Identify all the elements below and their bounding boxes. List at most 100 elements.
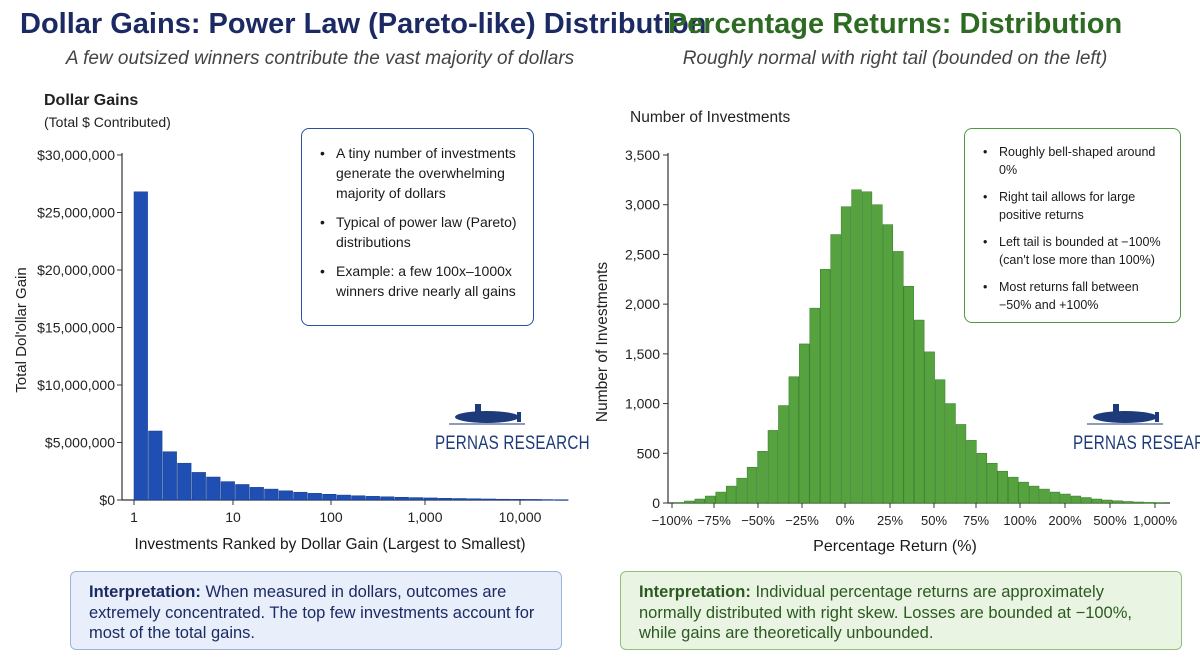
bar bbox=[788, 376, 800, 504]
x-tick-label: 100 bbox=[319, 509, 343, 525]
x-tick-label: 10,000 bbox=[499, 509, 542, 525]
bar bbox=[235, 484, 250, 501]
left-interpretation-box: Interpretation: When measured in dollars… bbox=[70, 571, 562, 650]
x-tick-label: 0% bbox=[836, 513, 855, 528]
y-tick-label: $15,000,000 bbox=[37, 320, 115, 336]
bar bbox=[322, 494, 337, 501]
right-note-item: Most returns fall between −50% and +100% bbox=[981, 278, 1166, 314]
bar bbox=[278, 490, 293, 501]
bar bbox=[882, 224, 894, 504]
bar bbox=[1018, 481, 1029, 504]
bar bbox=[945, 403, 956, 504]
bar bbox=[830, 234, 841, 504]
y-tick-label: 500 bbox=[637, 445, 661, 461]
bar bbox=[467, 498, 482, 501]
x-tick-label: 1 bbox=[130, 509, 138, 525]
bar bbox=[684, 500, 695, 504]
y-tick-label: 2,500 bbox=[625, 246, 660, 262]
x-tick-label: 50% bbox=[921, 513, 947, 528]
left-interp-label: Interpretation: bbox=[89, 583, 201, 601]
bar bbox=[452, 498, 467, 501]
left-xlabel: Investments Ranked by Dollar Gain (Large… bbox=[134, 536, 526, 553]
bar bbox=[997, 470, 1008, 504]
right-ylabel-top: Number of Investments bbox=[630, 109, 791, 126]
bar bbox=[496, 498, 511, 501]
bar bbox=[525, 499, 540, 501]
x-tick-label: 100% bbox=[1003, 513, 1037, 528]
y-tick-label: $0 bbox=[99, 492, 115, 508]
bar bbox=[1008, 476, 1019, 504]
y-axis-title: Number of Investments bbox=[594, 262, 611, 422]
bar bbox=[1112, 500, 1123, 504]
y-tick-label: $25,000,000 bbox=[37, 205, 115, 221]
y-tick-label: 3,000 bbox=[625, 197, 660, 213]
bar bbox=[987, 462, 998, 504]
y-tick-label: $10,000,000 bbox=[37, 377, 115, 393]
right-note-item: Right tail allows for large positive ret… bbox=[981, 188, 1166, 224]
bar bbox=[365, 496, 380, 501]
bar bbox=[249, 487, 264, 501]
x-tick-label: −50% bbox=[741, 513, 775, 528]
y-tick-label: $30,000,000 bbox=[37, 147, 115, 163]
bar bbox=[725, 485, 737, 504]
bar bbox=[539, 499, 554, 501]
bar bbox=[264, 488, 279, 501]
bar bbox=[1081, 497, 1092, 504]
bar bbox=[736, 477, 747, 504]
x-tick-label: 25% bbox=[877, 513, 903, 528]
bar bbox=[423, 497, 438, 501]
bar bbox=[1060, 493, 1071, 504]
y-tick-label: 0 bbox=[652, 495, 660, 511]
right-notes-list: Roughly bell-shaped around 0% Right tail… bbox=[981, 143, 1166, 314]
bar bbox=[191, 472, 206, 501]
right-interp-text: Individual percentage returns are approx… bbox=[639, 583, 1132, 642]
submarine-icon bbox=[449, 404, 525, 425]
bar bbox=[872, 204, 883, 504]
bar bbox=[746, 466, 758, 504]
bar bbox=[914, 319, 925, 504]
bar bbox=[438, 498, 453, 501]
x-tick-label: −75% bbox=[697, 513, 731, 528]
left-chart: $0 $5,000,000 $10,000,000 $15,000,000 $20,00… bbox=[13, 147, 569, 525]
bar bbox=[924, 351, 935, 504]
bar bbox=[220, 481, 235, 501]
bar bbox=[767, 430, 779, 504]
bar bbox=[809, 307, 820, 504]
x-tick-label: 1,000 bbox=[407, 509, 442, 525]
bar bbox=[1133, 501, 1144, 504]
right-interpretation-box: Interpretation: Individual percentage re… bbox=[620, 571, 1182, 650]
bar bbox=[380, 496, 395, 501]
y-axis-title: Total Dol'ollar Gain bbox=[13, 267, 30, 392]
right-title: Percentage Returns: Distribution bbox=[667, 8, 1123, 40]
left-note-item: Typical of power law (Pareto) distributi… bbox=[318, 212, 519, 252]
left-ylabel-top-line2: (Total $ Contributed) bbox=[44, 114, 171, 130]
right-note-item: Left tail is bounded at −100% (can't los… bbox=[981, 233, 1166, 269]
y-tick-label: 1,500 bbox=[625, 346, 660, 362]
bar bbox=[1154, 502, 1165, 504]
y-tick-label: 3,500 bbox=[625, 147, 660, 163]
x-tick-label: 1,000% bbox=[1133, 513, 1178, 528]
bar bbox=[851, 189, 862, 504]
y-tick-label: 1,000 bbox=[625, 396, 660, 412]
bar bbox=[1122, 501, 1134, 504]
y-tick-label: 2,000 bbox=[625, 296, 660, 312]
bar bbox=[1091, 498, 1102, 504]
bar bbox=[934, 379, 946, 504]
right-subtitle: Roughly normal with right tail (bounded … bbox=[682, 48, 1108, 69]
right-brand-text: PERNAS RESEARCH bbox=[1073, 433, 1200, 454]
bar bbox=[336, 494, 351, 501]
x-tick-label: 500% bbox=[1093, 513, 1127, 528]
right-interp-label: Interpretation: bbox=[639, 583, 751, 601]
bar bbox=[133, 191, 148, 501]
left-notes-box: A tiny number of investments generate th… bbox=[301, 128, 534, 326]
bar bbox=[757, 451, 768, 504]
bar bbox=[162, 451, 177, 501]
x-tick-label: −25% bbox=[785, 513, 819, 528]
left-note-item: Example: a few 100x–1000x winners drive … bbox=[318, 261, 519, 301]
bar bbox=[1143, 502, 1155, 504]
bar bbox=[799, 343, 810, 504]
left-title: Dollar Gains: Power Law (Pareto-like) Di… bbox=[20, 8, 707, 40]
bar bbox=[903, 285, 914, 504]
right-xlabel: Percentage Return (%) bbox=[813, 538, 977, 555]
